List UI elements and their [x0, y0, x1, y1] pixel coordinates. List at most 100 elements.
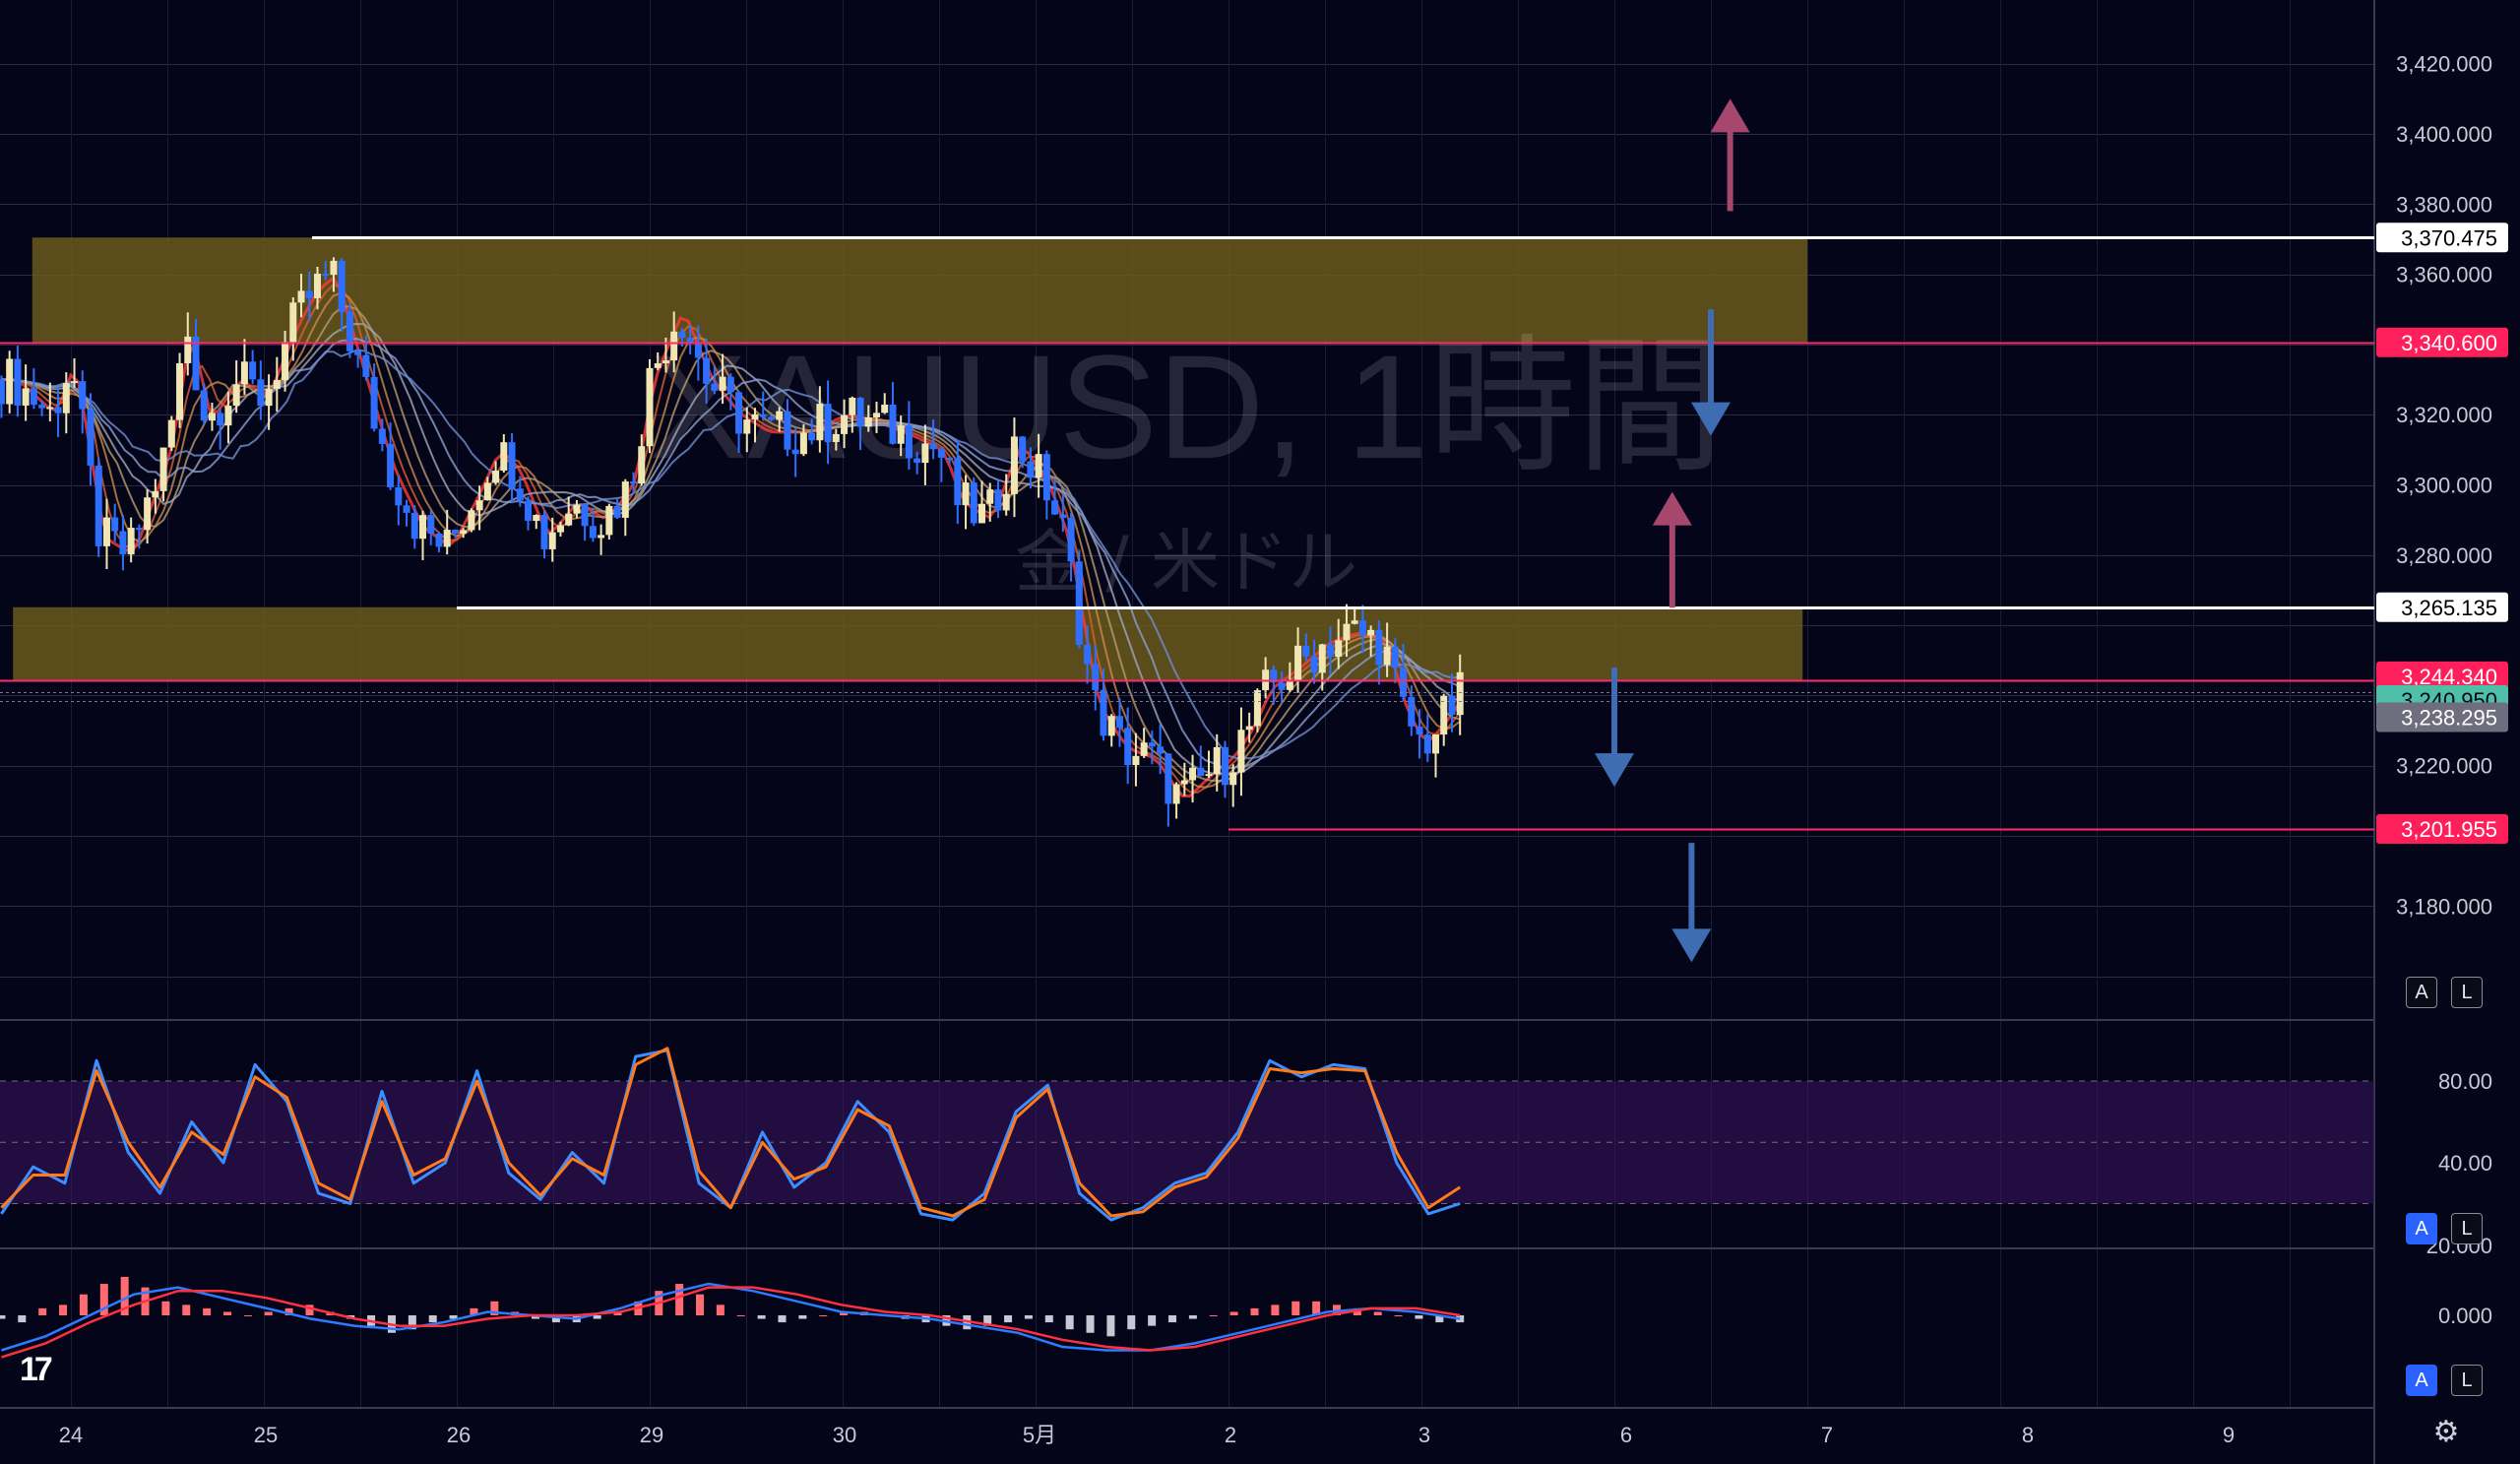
macd-histogram-bar	[470, 1307, 478, 1315]
time-axis[interactable]: 24 25 26 29 30 5月 2 3 6 7 8 9	[59, 1423, 2235, 1447]
candle	[686, 338, 694, 344]
price-tick-label: 3,320.000	[2396, 403, 2492, 427]
candle	[1115, 716, 1123, 729]
candle	[767, 416, 775, 420]
price-zone	[13, 606, 1803, 680]
candle	[403, 505, 410, 513]
price-tag[interactable]	[2376, 661, 2508, 691]
price-tag[interactable]	[2376, 702, 2508, 732]
candle	[419, 515, 427, 540]
candle	[735, 392, 743, 434]
candle	[208, 413, 216, 421]
osc-auto-scale-button[interactable]: A	[2406, 1213, 2437, 1244]
price-axis[interactable]: 3,420.000 3,400.000 3,380.000 3,360.000 3,32…	[2376, 52, 2508, 920]
candle	[1107, 716, 1115, 736]
macd-histogram-bar	[182, 1305, 191, 1315]
macd-log-scale-button[interactable]: L	[2451, 1365, 2483, 1396]
macd-histogram-bar	[305, 1305, 314, 1315]
candle	[1051, 500, 1059, 515]
arrow-up-icon[interactable]	[1652, 491, 1692, 608]
candle	[127, 528, 135, 555]
candle	[167, 419, 175, 448]
candle	[1383, 646, 1391, 666]
candle	[1253, 690, 1261, 727]
osc-log-scale-button[interactable]: L	[2451, 1213, 2483, 1244]
candle	[719, 376, 726, 391]
candle	[703, 357, 711, 384]
candle	[1010, 436, 1018, 494]
candle	[282, 342, 289, 380]
candle	[994, 489, 1002, 511]
candle	[1286, 679, 1293, 690]
macd-tick-label: 0.000	[2438, 1304, 2492, 1328]
candle	[711, 383, 719, 391]
time-tick-label: 3	[1418, 1423, 1430, 1447]
candle	[759, 414, 767, 417]
candle	[978, 503, 986, 524]
candle	[872, 413, 880, 417]
candle	[1067, 518, 1075, 562]
arrow-up-icon[interactable]	[1710, 98, 1750, 212]
arrow-down-icon[interactable]	[1691, 309, 1731, 436]
projection-arrows[interactable]	[1595, 98, 1750, 963]
macd-histogram-bar	[243, 1315, 252, 1316]
macd-histogram-bar	[38, 1307, 47, 1315]
candle	[176, 362, 184, 420]
candle	[1100, 689, 1107, 736]
macd-histogram-bar	[264, 1311, 273, 1315]
stoch-tick-label: 40.00	[2438, 1151, 2492, 1176]
macd-histogram-bar	[675, 1284, 684, 1315]
arrow-down-icon[interactable]	[1595, 667, 1634, 788]
main-auto-scale-button[interactable]: A	[2406, 977, 2437, 1008]
candle	[743, 419, 751, 434]
candle	[1245, 726, 1253, 731]
candle	[102, 517, 110, 546]
price-tag[interactable]	[2376, 223, 2508, 253]
candle	[1391, 646, 1399, 668]
candle	[598, 535, 605, 539]
candle	[589, 526, 597, 539]
candle	[670, 331, 678, 361]
price-tag-label: 3,265.135	[2401, 596, 2497, 620]
candle	[305, 290, 313, 298]
candle	[224, 406, 232, 426]
settings-gear-icon[interactable]: ⚙	[2432, 1415, 2460, 1449]
candle	[1002, 493, 1010, 511]
candle	[613, 505, 621, 518]
main-log-scale-button[interactable]: L	[2451, 977, 2483, 1008]
macd-histogram-bar	[0, 1315, 6, 1319]
macd-histogram-bar	[1456, 1315, 1465, 1323]
macd-histogram-bar	[1188, 1315, 1197, 1319]
macd-histogram-bar	[593, 1315, 601, 1319]
candle	[451, 530, 459, 534]
price-tick-label: 3,300.000	[2396, 474, 2492, 498]
price-tag[interactable]	[2376, 814, 2508, 845]
candle	[986, 489, 994, 504]
candle	[1042, 454, 1050, 501]
candle	[1035, 454, 1042, 478]
macd-histogram-bar	[1312, 1301, 1321, 1315]
candle	[1270, 669, 1278, 683]
candle	[87, 409, 94, 466]
horizontal-levels[interactable]	[0, 236, 2374, 831]
macd-histogram-bar	[819, 1315, 828, 1316]
candle	[1229, 772, 1237, 786]
macd-histogram-bar	[757, 1315, 766, 1319]
candle	[159, 447, 167, 491]
candle	[548, 532, 556, 549]
price-tag[interactable]	[2376, 592, 2508, 622]
candle	[1205, 774, 1213, 777]
macd-histogram-bar	[716, 1305, 724, 1315]
time-tick-label: 6	[1620, 1423, 1632, 1447]
candle	[192, 336, 200, 391]
macd-histogram-bar	[449, 1315, 458, 1319]
macd-histogram-bar	[79, 1294, 88, 1315]
candle	[1302, 645, 1310, 657]
macd-auto-scale-button[interactable]: A	[2406, 1365, 2437, 1396]
macd-histogram-bar	[1250, 1307, 1259, 1315]
price-tag[interactable]	[2376, 327, 2508, 357]
arrow-down-icon[interactable]	[1671, 843, 1712, 963]
price-tick-label: 3,380.000	[2396, 192, 2492, 217]
stochastic-pane: 80.00 40.00	[0, 1047, 2492, 1222]
